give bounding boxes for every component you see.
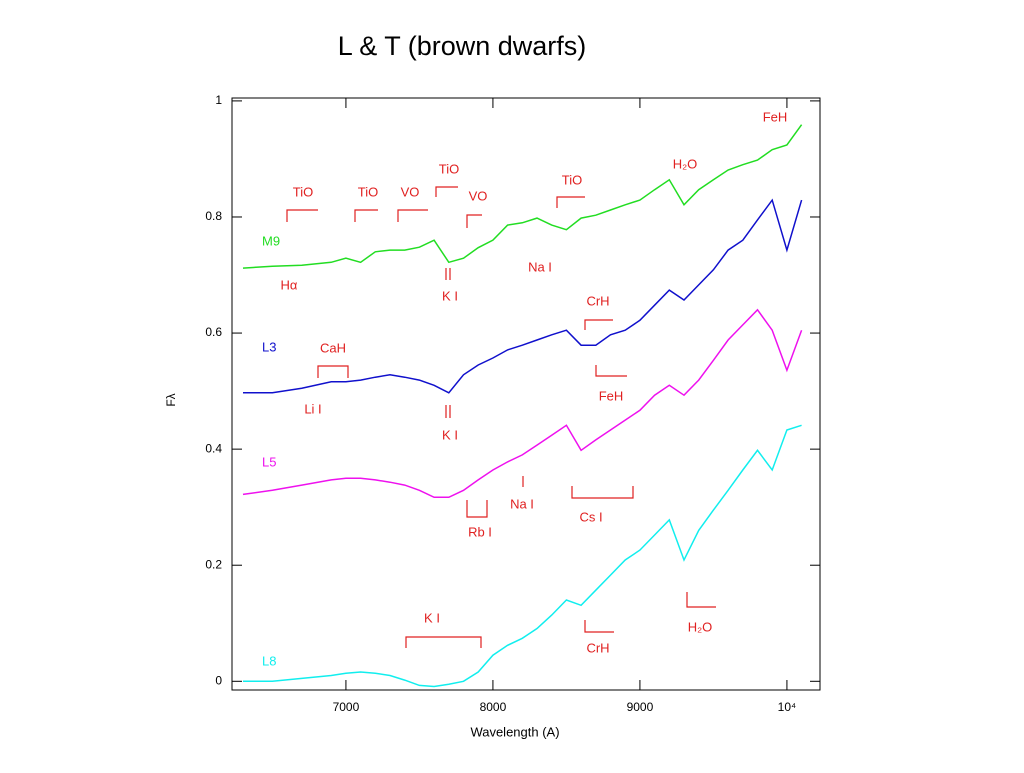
annotation-bracket (445, 405, 451, 418)
annotation-bracket (571, 486, 634, 499)
series-label: L8 (262, 653, 276, 668)
annotation-bracket (595, 365, 627, 377)
annotation-bracket (686, 592, 716, 608)
series-label: L3 (262, 339, 276, 354)
annotation: K I (442, 427, 458, 442)
annotation: Li I (304, 401, 321, 416)
annotation-bracket (354, 209, 378, 222)
spectrum-line (242, 124, 803, 269)
y-axis-label: Fλ (164, 393, 178, 406)
annotation: TiO (358, 184, 378, 199)
annotation: CrH (586, 293, 609, 308)
y-tick-label: 0.8 (205, 209, 222, 223)
annotation: K I (442, 288, 458, 303)
annotation: Na I (510, 496, 534, 511)
annotation-bracket (317, 365, 349, 378)
annotation: TiO (439, 161, 459, 176)
annotation-bracket (584, 319, 613, 330)
annotation-bracket (466, 214, 482, 228)
annotation: CrH (586, 640, 609, 655)
series-label: L5 (262, 454, 276, 469)
annotation-bracket (286, 209, 318, 222)
annotation: H₂O (688, 619, 713, 634)
annotation-bracket (435, 186, 458, 197)
annotation: Na I (528, 259, 552, 274)
annotation: TiO (562, 172, 582, 187)
annotation-bracket (445, 268, 451, 280)
chart-title: L & T (brown dwarfs) (338, 31, 587, 61)
annotation: Hα (281, 277, 298, 292)
series-label: M9 (262, 233, 280, 248)
annotation: K I (424, 610, 440, 625)
annotation-bracket (397, 209, 428, 222)
y-tick-label: 0.4 (205, 441, 222, 455)
annotation: H₂O (673, 156, 698, 171)
annotation-bracket (584, 620, 614, 633)
annotation: TiO (293, 184, 313, 199)
y-tick-label: 0 (215, 673, 222, 687)
y-tick-label: 1 (215, 93, 222, 107)
annotation-bracket (466, 500, 488, 518)
spectrum-line (243, 198, 803, 394)
annotation: Rb I (468, 524, 492, 539)
annotation-bracket (556, 196, 585, 208)
annotation: VO (469, 188, 488, 203)
x-tick-label: 10⁴ (778, 700, 797, 714)
x-tick-label: 9000 (627, 700, 654, 714)
annotation: VO (401, 184, 420, 199)
y-tick-label: 0.2 (205, 557, 222, 571)
annotation: Cs I (579, 509, 602, 524)
annotation: FeH (599, 388, 624, 403)
x-axis-label: Wavelength (A) (470, 724, 559, 739)
plot-frame (231, 97, 821, 691)
x-tick-label: 7000 (333, 700, 360, 714)
y-tick-label: 0.6 (205, 325, 222, 339)
annotation-bracket (405, 636, 482, 648)
annotation: FeH (763, 109, 788, 124)
spectrum-line (243, 424, 802, 688)
annotation: CaH (320, 340, 346, 355)
spectrum-line (242, 308, 803, 499)
x-tick-label: 8000 (480, 700, 507, 714)
